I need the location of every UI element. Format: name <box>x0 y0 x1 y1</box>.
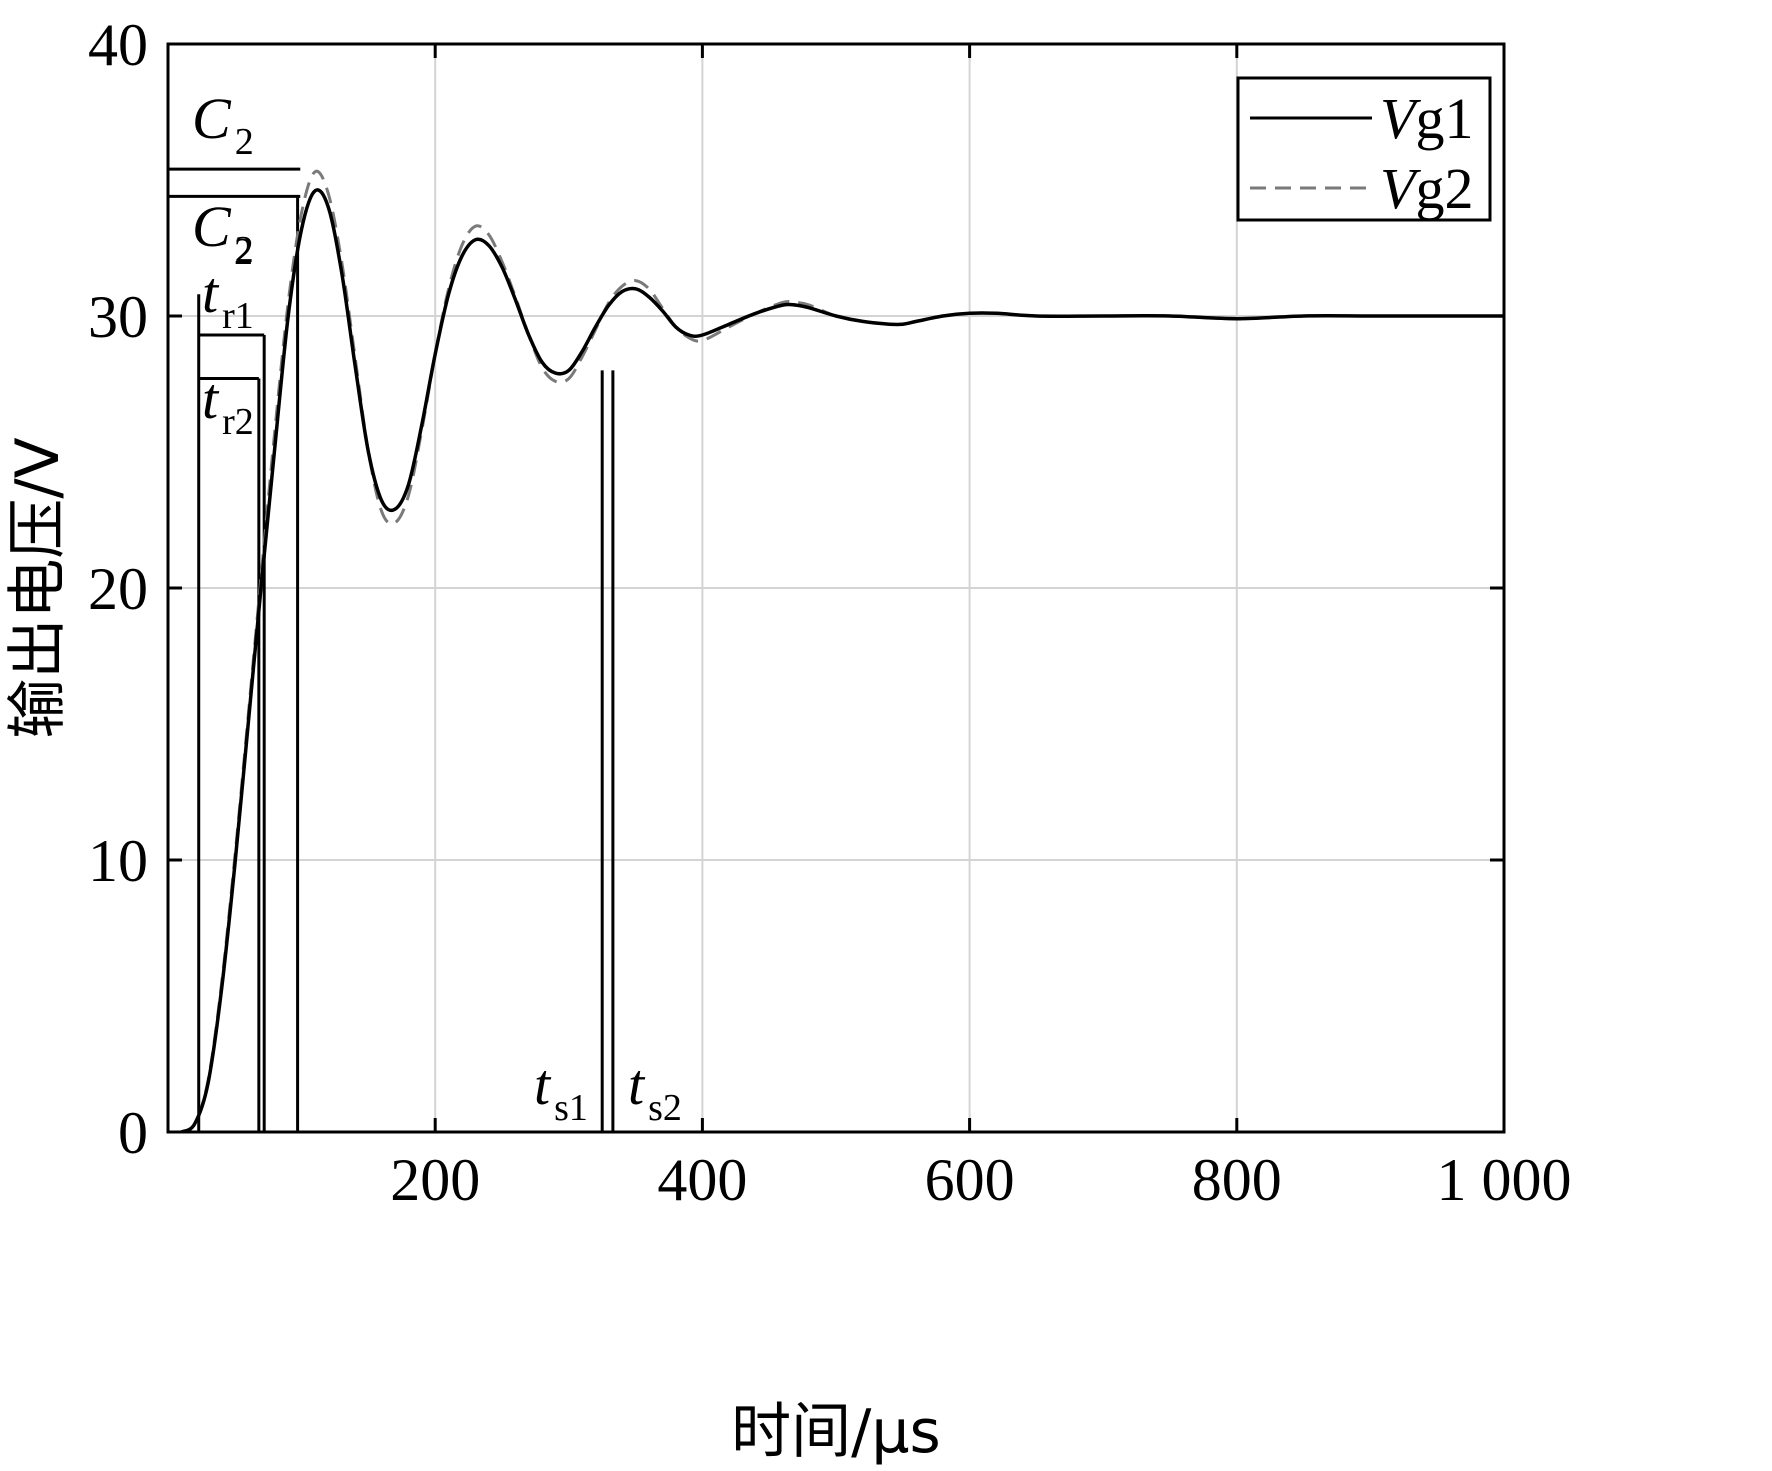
legend-box <box>1236 76 1492 222</box>
y-axis-title: 输出电压/V <box>3 437 73 738</box>
y-tick-label: 30 <box>88 284 148 350</box>
ts1-label: t s1 <box>534 1052 588 1129</box>
x-tick-label: 600 <box>925 1147 1015 1213</box>
tr-superscript: 2 <box>234 231 253 273</box>
annotation-lines <box>168 167 615 1132</box>
series-group <box>180 169 1504 1134</box>
y-tick-label: 10 <box>88 828 148 894</box>
y-tick-label: 40 <box>88 12 148 78</box>
x-tick-label: 400 <box>657 1147 747 1213</box>
x-axis-title: 时间/μs <box>731 1397 941 1467</box>
x-tick-label: 1 000 <box>1437 1147 1572 1213</box>
tr1-label: t r1 <box>202 260 254 337</box>
axis-ticks: 200 400 600 800 1 000 0 10 20 30 40 <box>88 12 1572 1213</box>
ts2-label: t s2 <box>628 1052 682 1129</box>
x-tick-label: 800 <box>1192 1147 1282 1213</box>
legend-label-vg2: Vg2 <box>1380 156 1473 221</box>
tr2-label: t r2 <box>202 366 254 443</box>
legend-label-vg1: Vg1 <box>1380 86 1473 151</box>
x-tick-label: 200 <box>390 1147 480 1213</box>
y-tick-label: 0 <box>118 1100 148 1166</box>
series-line-vg1 <box>180 188 1504 1134</box>
y-tick-label: 20 <box>88 556 148 622</box>
